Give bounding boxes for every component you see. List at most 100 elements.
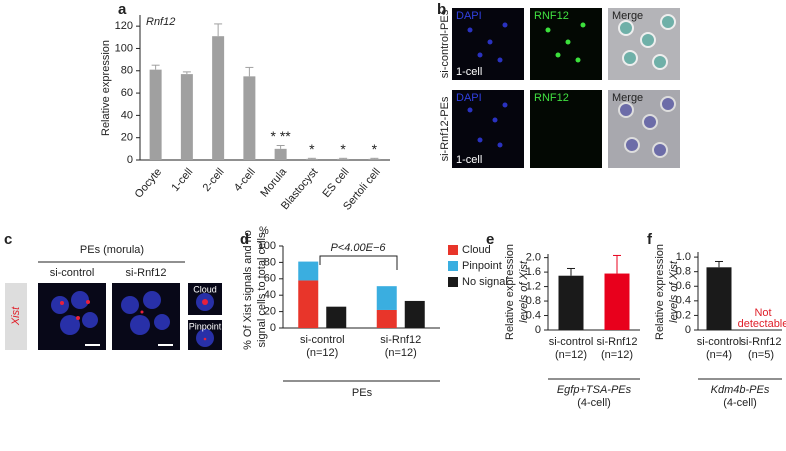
y-tick-label: 1.6 — [526, 266, 541, 278]
y-tick-label: 0.8 — [526, 295, 541, 307]
y-tick-label: 100 — [258, 240, 276, 252]
y-tick-label: 0 — [270, 322, 276, 334]
y-axis-label: % Of Xist signals and no — [242, 230, 254, 350]
y-tick-label: 1.0 — [676, 251, 691, 263]
bar — [706, 267, 732, 330]
x-tick-note: (n=12) — [555, 349, 587, 361]
bar — [274, 148, 287, 160]
row-label: Xist — [10, 306, 22, 326]
column-label: RNF12 — [534, 92, 569, 104]
y-tick-label: 20 — [264, 306, 276, 318]
x-tick-label: 2-cell — [201, 166, 227, 194]
group-label: (4-cell) — [577, 397, 611, 409]
bar-segment — [376, 286, 397, 310]
x-tick-label: si-Rnf12 — [597, 336, 638, 348]
y-axis-label: Relative expression — [100, 40, 112, 136]
panel-label: b — [437, 1, 446, 18]
row-label: si-control-PEs — [439, 9, 451, 78]
bar — [305, 158, 318, 160]
legend-label: No signal — [462, 276, 508, 288]
column-label: DAPI — [456, 92, 482, 104]
x-tick-label: si-control — [697, 336, 742, 348]
stage-label: 1-cell — [456, 154, 482, 166]
y-tick-label: 0 — [535, 324, 541, 336]
y-tick-label: 0.2 — [676, 309, 691, 321]
row-label: si-Rnf12-PEs — [439, 96, 451, 161]
y-axis-label: Relative expression — [654, 244, 666, 340]
y-tick-label: 60 — [121, 87, 133, 99]
y-tick-label: 0.4 — [526, 309, 541, 321]
bar-segment — [298, 261, 319, 281]
legend-swatch — [448, 277, 458, 287]
x-tick-label: ES cell — [320, 166, 351, 200]
image-panel — [38, 283, 222, 350]
y-tick-label: 40 — [121, 109, 133, 121]
y-tick-label: 80 — [264, 256, 276, 268]
y-axis-label: Relative expression — [504, 244, 516, 340]
group-label: PEs — [352, 387, 373, 399]
legend-label: Pinpoint — [462, 260, 502, 272]
panel-label: a — [118, 1, 127, 18]
column-label: Merge — [612, 92, 643, 104]
inset-label: Pinpoint — [189, 321, 222, 331]
bar — [180, 74, 193, 160]
y-tick-label: 20 — [121, 132, 133, 144]
legend-swatch — [448, 261, 458, 271]
bar-segment — [404, 300, 425, 328]
group-label: Kdm4b-PEs — [711, 384, 770, 396]
legend-label: Cloud — [462, 244, 491, 256]
group-label: Egfp+TSA-PEs — [557, 384, 632, 396]
panel-label: c — [4, 231, 12, 248]
panel-label: d — [240, 231, 249, 248]
x-tick-note: (n=4) — [706, 349, 732, 361]
x-tick-label: Oocyte — [133, 166, 165, 200]
bar — [558, 275, 584, 330]
y-tick-label: 0 — [127, 154, 133, 166]
annotation: P<4.00E−6 — [330, 242, 386, 254]
y-tick-label: 0.4 — [676, 295, 691, 307]
x-tick-label: si-Rnf12 — [380, 334, 421, 346]
x-tick-note: (n=12) — [601, 349, 633, 361]
chart-title: Rnf12 — [146, 16, 175, 28]
y-axis-label: levels of Xist — [518, 260, 530, 323]
bar — [149, 69, 162, 160]
significance: * — [309, 141, 315, 157]
bar — [243, 76, 256, 160]
x-tick-label: si-control — [549, 336, 594, 348]
bar — [604, 273, 630, 330]
significance: * — [340, 141, 346, 157]
panel-label: e — [486, 231, 494, 248]
x-tick-note: (n=12) — [306, 347, 338, 359]
inset-label: Cloud — [193, 284, 217, 294]
bar-segment — [326, 306, 347, 328]
column-label: si-Rnf12 — [126, 267, 167, 279]
significance: * ** — [271, 128, 292, 144]
y-unit: % — [259, 225, 269, 237]
y-axis-label: levels of Xist — [668, 260, 680, 323]
y-tick-label: 1.2 — [526, 280, 541, 292]
x-tick-note: (n=5) — [748, 349, 774, 361]
panel-label: f — [647, 231, 653, 248]
column-label: RNF12 — [534, 10, 569, 22]
y-tick-label: 100 — [115, 42, 133, 54]
y-tick-label: 2.0 — [526, 252, 541, 264]
image-panel — [452, 8, 680, 168]
y-tick-label: 40 — [264, 289, 276, 301]
panel-title: PEs (morula) — [80, 244, 144, 256]
row-strip — [5, 283, 27, 350]
column-label: si-control — [50, 267, 95, 279]
y-tick-label: 0.8 — [676, 266, 691, 278]
column-label: Merge — [612, 10, 643, 22]
x-tick-label: si-Rnf12 — [741, 336, 782, 348]
y-tick-label: 80 — [121, 65, 133, 77]
bar — [212, 36, 225, 160]
y-tick-label: 0.6 — [676, 280, 691, 292]
bracket — [319, 255, 398, 270]
x-tick-note: (n=12) — [385, 347, 417, 359]
column-label: DAPI — [456, 10, 482, 22]
stage-label: 1-cell — [456, 66, 482, 78]
y-tick-label: 0 — [685, 324, 691, 336]
bar — [337, 158, 350, 160]
x-tick-label: Morula — [258, 165, 289, 199]
